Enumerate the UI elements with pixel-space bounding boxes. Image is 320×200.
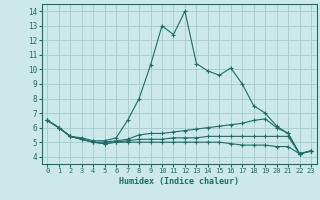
X-axis label: Humidex (Indice chaleur): Humidex (Indice chaleur) [119,177,239,186]
